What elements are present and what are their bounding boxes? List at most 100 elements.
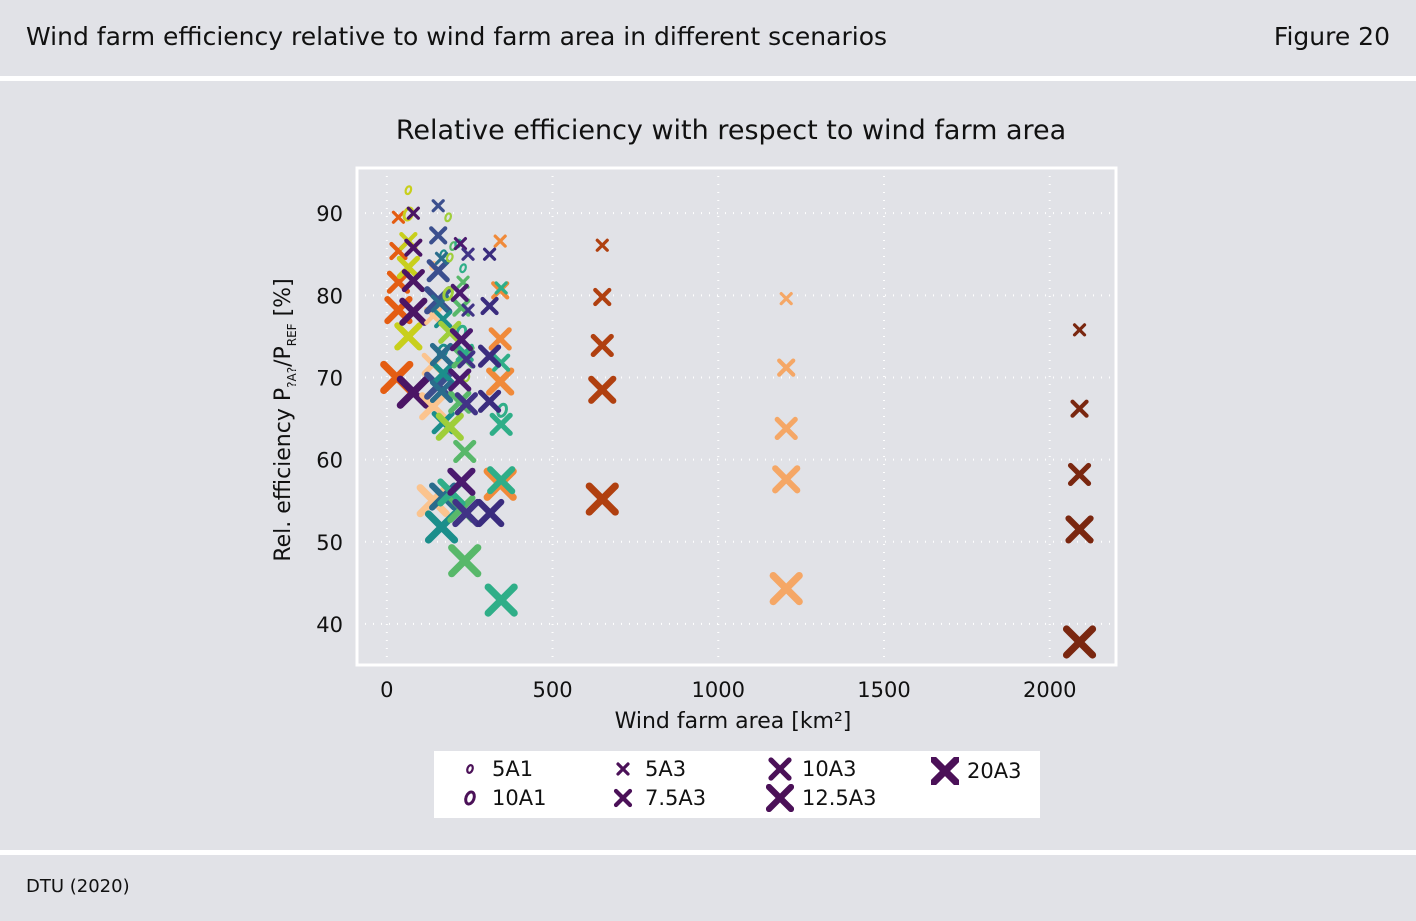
header-divider <box>0 76 1416 81</box>
y-axis-label: Rel. efficiency P?A?/PREF [%] <box>271 278 299 561</box>
data-point <box>406 206 420 220</box>
data-point <box>488 327 512 351</box>
data-point <box>777 358 796 377</box>
y-tick-label: 60 <box>316 449 343 473</box>
data-point <box>396 255 420 279</box>
data-point <box>449 328 474 352</box>
data-point <box>494 281 508 295</box>
data-point <box>593 287 612 307</box>
legend-item: 5A3 <box>609 755 686 783</box>
page-header: Wind farm efficiency relative to wind fa… <box>0 0 1416 78</box>
data-point <box>588 375 617 404</box>
data-point <box>435 412 464 441</box>
legend-marker <box>464 790 476 806</box>
data-point <box>448 368 472 392</box>
legend-item: 20A3 <box>931 757 1021 785</box>
data-point <box>486 367 515 396</box>
data-point <box>779 292 793 306</box>
legend-marker <box>768 757 792 781</box>
legend-item: 5A1 <box>456 755 533 783</box>
legend-label: 7.5A3 <box>645 786 707 810</box>
data-point <box>396 375 430 409</box>
data-point <box>1070 399 1089 418</box>
data-point <box>450 283 469 302</box>
x-tick-label: 2000 <box>1023 678 1076 702</box>
data-point <box>493 234 507 248</box>
legend-marker-icon <box>616 762 630 776</box>
footer-divider <box>0 850 1416 855</box>
x-axis-label: Wind farm area [km²] <box>615 709 852 734</box>
legend-label: 10A3 <box>802 757 857 781</box>
data-point <box>445 252 454 263</box>
data-point <box>429 379 454 404</box>
data-point <box>1065 515 1094 544</box>
data-point <box>1062 625 1097 659</box>
data-point <box>477 389 502 413</box>
data-point <box>484 583 518 617</box>
data-point <box>595 238 609 252</box>
data-point <box>590 333 614 358</box>
data-point <box>404 185 413 196</box>
data-point <box>434 251 449 265</box>
data-point <box>448 544 482 578</box>
data-point <box>457 350 476 369</box>
source-note: DTU (2020) <box>26 876 130 897</box>
data-point <box>585 482 619 516</box>
x-tick-label: 1000 <box>692 678 745 702</box>
data-point <box>461 303 475 317</box>
data-point <box>391 210 406 224</box>
y-tick-label: 50 <box>316 531 343 555</box>
data-point <box>429 226 448 245</box>
data-point <box>453 236 468 251</box>
data-point <box>431 199 445 213</box>
data-point <box>489 412 513 436</box>
y-tick-label: 90 <box>316 202 343 226</box>
data-point <box>459 263 467 274</box>
legend-marker-icon <box>931 757 959 785</box>
legend-label: 5A3 <box>645 757 687 781</box>
data-point <box>431 361 455 385</box>
y-tick-label: 40 <box>316 613 343 637</box>
data-point <box>480 296 499 316</box>
data-point <box>453 439 477 464</box>
data-point <box>426 259 450 283</box>
y-axis-ticks: 40 50 60 70 80 90 <box>316 202 343 637</box>
x-tick-label: 1500 <box>857 678 910 702</box>
data-point <box>442 286 454 302</box>
data-point <box>774 416 798 441</box>
y-tick-label: 80 <box>316 284 343 308</box>
legend-marker <box>931 757 959 785</box>
data-point <box>772 465 801 494</box>
figure-number: Figure 20 <box>1273 22 1390 51</box>
data-point <box>447 467 476 496</box>
legend-item: 10A3 <box>766 755 856 783</box>
data-point <box>487 466 516 495</box>
legend-marker-icon <box>466 764 474 774</box>
data-point <box>452 498 481 528</box>
data-point <box>476 498 505 528</box>
legend-marker-icon <box>766 784 794 812</box>
chart-legend: 5A1 10A1 5A3 7.5A3 10A3 12.5A3 20A3 <box>434 751 1040 818</box>
plot-frame <box>355 166 1118 667</box>
grid-lines <box>357 168 1116 665</box>
legend-label: 20A3 <box>967 759 1022 783</box>
data-point <box>394 322 423 351</box>
data-point <box>769 572 803 606</box>
legend-marker <box>613 788 633 808</box>
data-points <box>380 185 1097 659</box>
legend-label: 5A1 <box>492 757 534 781</box>
chart-title: Relative efficiency with respect to wind… <box>396 115 1066 146</box>
legend-marker-icon <box>768 757 792 781</box>
y-tick-label: 70 <box>316 366 343 390</box>
legend-marker <box>616 762 630 776</box>
legend-label: 10A1 <box>492 786 547 810</box>
x-tick-label: 500 <box>533 678 573 702</box>
data-point <box>404 238 423 257</box>
data-point <box>454 392 478 416</box>
data-point <box>429 342 454 367</box>
x-axis-ticks: 0 500 1000 1500 2000 <box>380 678 1076 702</box>
legend-marker-icon <box>613 788 633 808</box>
legend-item: 7.5A3 <box>609 784 706 812</box>
legend-marker <box>766 784 794 812</box>
legend-marker-icon <box>464 790 476 806</box>
